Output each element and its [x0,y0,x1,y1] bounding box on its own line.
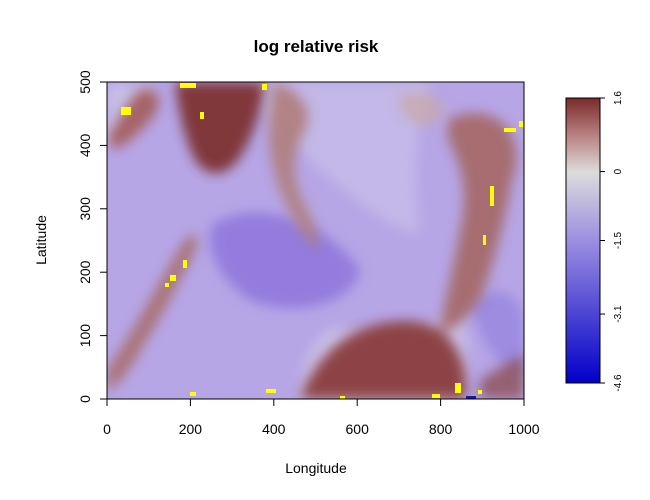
x-axis: 0 200 400 600 800 1000 [103,398,540,437]
heatmap-field [107,82,524,399]
y-axis: 0 100 200 300 400 500 [77,70,108,403]
y-tick-label: 500 [77,70,93,94]
colorbar-ticks: 1.6 0 -1.5 -3.1 -4.6 [600,91,624,392]
x-tick-label: 0 [103,421,111,437]
chart-title: log relative risk [254,37,379,56]
colorbar-gradient [565,97,601,384]
y-tick-label: 100 [77,324,93,348]
colorbar: 1.6 0 -1.5 -3.1 -4.6 [565,91,624,392]
x-tick-label: 1000 [508,421,539,437]
x-tick-label: 400 [262,421,286,437]
colorbar-tick-label: -3.1 [613,305,624,323]
x-tick-label: 800 [429,421,453,437]
colorbar-tick-label: 0 [613,168,624,174]
colorbar-tick-label: 1.6 [613,91,624,105]
colorbar-tick-label: -4.6 [613,374,624,392]
y-tick-label: 0 [77,395,93,403]
x-tick-label: 200 [179,421,203,437]
colorbar-tick-label: -1.5 [613,231,624,249]
y-tick-label: 300 [77,197,93,221]
x-axis-label: Longitude [285,460,347,476]
x-tick-label: 600 [346,421,370,437]
y-tick-label: 400 [77,134,93,158]
y-tick-label: 200 [77,260,93,284]
y-axis-label: Latitude [33,215,49,265]
